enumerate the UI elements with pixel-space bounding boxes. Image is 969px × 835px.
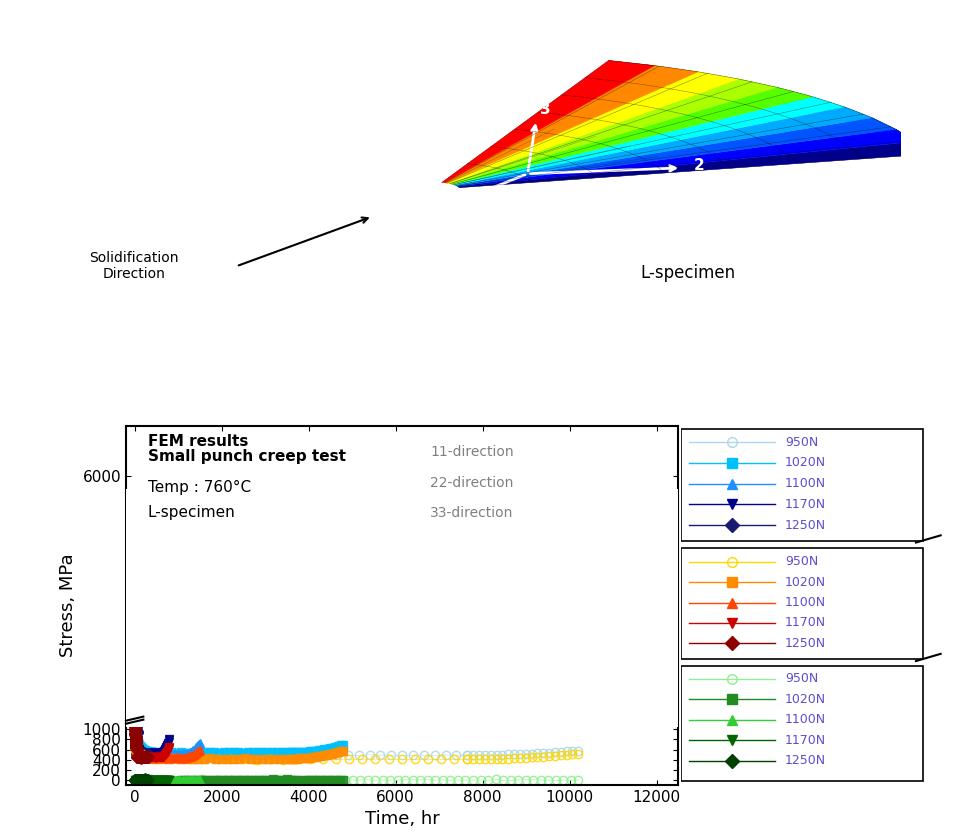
Text: 1020N: 1020N — [785, 457, 827, 469]
Text: 1020N: 1020N — [785, 693, 827, 706]
Polygon shape — [458, 141, 930, 188]
Polygon shape — [896, 129, 928, 160]
Polygon shape — [654, 66, 710, 91]
Text: 1100N: 1100N — [785, 713, 827, 726]
Bar — [681, 429, 923, 541]
Text: 1250N: 1250N — [785, 754, 827, 767]
X-axis label: Time, hr: Time, hr — [364, 810, 440, 828]
Polygon shape — [872, 118, 909, 149]
Text: Small punch creep test: Small punch creep test — [147, 449, 346, 464]
Text: 1170N: 1170N — [785, 734, 827, 746]
Text: 950N: 950N — [785, 555, 818, 568]
Text: 1100N: 1100N — [785, 596, 827, 609]
Text: 1: 1 — [434, 200, 445, 215]
Polygon shape — [609, 60, 667, 85]
Text: 950N: 950N — [785, 436, 818, 448]
Bar — [113, 489, 722, 726]
Y-axis label: Stress, MPa: Stress, MPa — [59, 554, 77, 657]
Text: 1100N: 1100N — [785, 477, 827, 490]
Text: 1250N: 1250N — [785, 637, 827, 650]
Text: 3: 3 — [541, 102, 551, 117]
Polygon shape — [813, 97, 857, 126]
Polygon shape — [454, 107, 872, 185]
Text: L-specimen: L-specimen — [641, 264, 735, 282]
Text: 1170N: 1170N — [785, 498, 827, 511]
Text: 950N: 950N — [785, 672, 818, 686]
Text: L-specimen: L-specimen — [147, 505, 235, 520]
Text: Temp : 760°C: Temp : 760°C — [147, 479, 251, 494]
Polygon shape — [445, 66, 698, 183]
Polygon shape — [449, 79, 777, 184]
Polygon shape — [447, 72, 739, 184]
Polygon shape — [456, 118, 896, 186]
Text: FEM results: FEM results — [147, 434, 248, 449]
Polygon shape — [453, 97, 844, 185]
Bar — [681, 548, 923, 660]
Polygon shape — [457, 129, 916, 187]
Text: 1020N: 1020N — [785, 575, 827, 589]
Text: 1170N: 1170N — [785, 616, 827, 630]
Polygon shape — [442, 60, 654, 183]
Polygon shape — [777, 88, 826, 116]
Text: 1250N: 1250N — [785, 519, 827, 532]
Polygon shape — [739, 79, 790, 107]
Text: 22-direction: 22-direction — [430, 476, 514, 489]
Polygon shape — [698, 72, 752, 99]
Polygon shape — [916, 141, 943, 173]
Text: 33-direction: 33-direction — [430, 506, 514, 520]
Polygon shape — [844, 107, 885, 137]
Text: 11-direction: 11-direction — [430, 445, 514, 459]
Text: Solidification
Direction: Solidification Direction — [89, 250, 178, 281]
Polygon shape — [451, 88, 813, 185]
Bar — [681, 666, 923, 782]
Text: 2: 2 — [694, 158, 704, 173]
